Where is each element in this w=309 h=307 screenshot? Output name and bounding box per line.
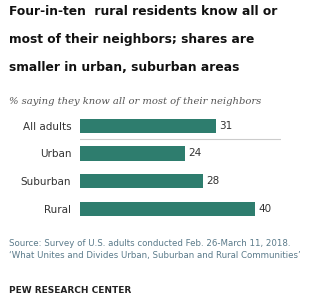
Text: 28: 28 xyxy=(206,176,219,186)
Bar xyxy=(80,119,216,133)
Bar xyxy=(80,202,255,216)
Text: Source: Survey of U.S. adults conducted Feb. 26-March 11, 2018.
‘What Unites and: Source: Survey of U.S. adults conducted … xyxy=(9,239,301,260)
Text: 31: 31 xyxy=(219,121,232,131)
Text: Four-in-ten  rural residents know all or: Four-in-ten rural residents know all or xyxy=(9,5,278,17)
Bar xyxy=(80,146,185,161)
Text: 40: 40 xyxy=(259,204,272,214)
Bar xyxy=(80,174,203,188)
Text: smaller in urban, suburban areas: smaller in urban, suburban areas xyxy=(9,61,240,74)
Text: 24: 24 xyxy=(188,149,202,158)
Text: PEW RESEARCH CENTER: PEW RESEARCH CENTER xyxy=(9,286,132,295)
Text: % saying they know all or most of their neighbors: % saying they know all or most of their … xyxy=(9,97,261,106)
Text: most of their neighbors; shares are: most of their neighbors; shares are xyxy=(9,33,255,46)
